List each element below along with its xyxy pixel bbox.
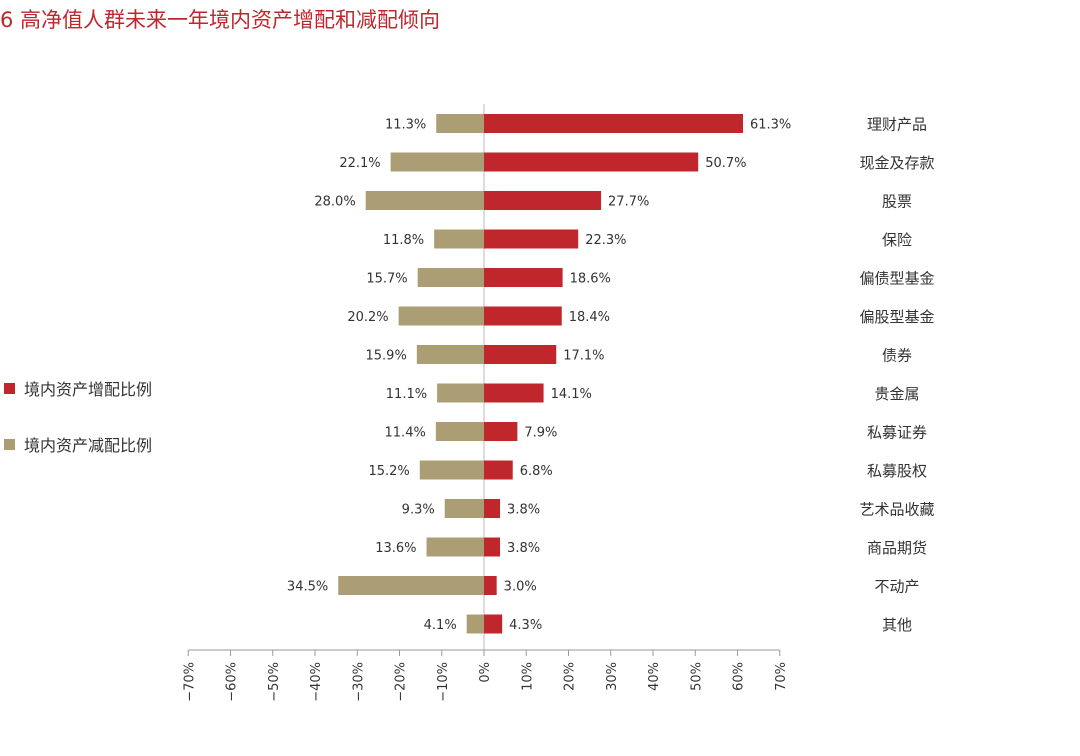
bar-label-increase: 22.3% [585, 233, 626, 248]
bar-decrease [426, 537, 484, 557]
bar-decrease [398, 306, 484, 326]
category-label: 偏债型基金 [859, 270, 934, 288]
x-tick-label: 40% [647, 662, 662, 691]
bar-label-increase: 3.8% [507, 541, 540, 556]
bar-increase [484, 191, 602, 210]
bar-label-increase: 3.0% [504, 580, 537, 595]
bar-increase [484, 229, 579, 249]
bar-label-decrease: 15.2% [368, 464, 409, 479]
x-tick-label: 20% [563, 662, 578, 691]
x-tick-label: −40% [309, 662, 324, 702]
bar-decrease [437, 383, 484, 403]
x-tick-label: −30% [351, 662, 366, 702]
bar-label-decrease: 11.1% [386, 387, 427, 402]
bar-label-increase: 17.1% [563, 349, 604, 364]
category-label: 债券 [882, 347, 912, 365]
bar-label-decrease: 28.0% [314, 195, 355, 210]
bar-increase [484, 460, 513, 480]
x-tick-label: −70% [182, 662, 197, 702]
bar-decrease [416, 345, 484, 364]
bar-decrease [466, 614, 484, 634]
bar-increase [484, 306, 562, 326]
x-tick-label: 70% [774, 662, 789, 691]
x-tick-label: 10% [520, 662, 535, 691]
category-label: 保险 [882, 231, 912, 249]
bar-increase [484, 383, 544, 403]
bar-label-increase: 4.3% [509, 618, 542, 633]
bar-decrease [434, 229, 484, 249]
x-tick-label: −50% [267, 662, 282, 702]
category-label: 艺术品收藏 [859, 501, 934, 519]
category-label: 贵金属 [874, 385, 919, 403]
legend-label-increase: 境内资产增配比例 [24, 380, 153, 399]
bar-label-increase: 61.3% [750, 118, 791, 133]
bar-label-decrease: 22.1% [339, 156, 380, 171]
bar-decrease [390, 152, 484, 172]
bar-label-increase: 27.7% [608, 195, 649, 210]
bar-label-increase: 6.8% [520, 464, 553, 479]
chart-title: 6 高净值人群未来一年境内资产增配和减配倾向 [0, 8, 441, 32]
bar-label-decrease: 4.1% [424, 618, 457, 633]
x-tick-label: 30% [605, 662, 620, 691]
bar-label-decrease: 9.3% [402, 503, 435, 518]
bar-decrease [444, 499, 484, 518]
category-label: 其他 [882, 616, 912, 634]
legend-swatch-decrease [4, 438, 15, 450]
x-tick-label: −20% [394, 662, 409, 702]
bar-label-decrease: 20.2% [347, 310, 388, 325]
legend-item-decrease: 境内资产减配比例 [4, 430, 152, 458]
x-tick-label: 0% [478, 662, 493, 683]
legend-item-increase: 境内资产增配比例 [4, 374, 152, 402]
legend-swatch-increase [4, 382, 15, 394]
bar-increase [484, 499, 501, 518]
bar-label-decrease: 11.3% [385, 118, 426, 133]
bar-increase [484, 537, 501, 557]
category-label: 偏股型基金 [859, 308, 934, 326]
category-label: 商品期货 [867, 539, 927, 557]
bar-decrease [419, 460, 484, 480]
bar-label-decrease: 11.8% [383, 233, 424, 248]
bar-increase [484, 422, 518, 441]
bar-decrease [436, 114, 484, 133]
bar-label-increase: 18.4% [569, 310, 610, 325]
bar-label-increase: 18.6% [570, 272, 611, 287]
category-label: 私募证券 [867, 424, 927, 442]
bar-decrease [435, 422, 484, 441]
bar-increase [484, 345, 557, 364]
bar-label-increase: 14.1% [551, 387, 592, 402]
x-tick-label: −10% [436, 662, 451, 702]
bar-label-decrease: 15.7% [366, 272, 407, 287]
bar-decrease [417, 268, 484, 287]
bar-decrease [338, 576, 484, 595]
bar-increase [484, 114, 743, 133]
bar-label-increase: 50.7% [705, 156, 746, 171]
bar-decrease [365, 191, 484, 210]
bar-increase [484, 576, 497, 595]
category-label: 理财产品 [867, 116, 927, 134]
x-tick-label: −60% [225, 662, 240, 702]
category-label: 不动产 [874, 578, 919, 596]
bar-label-decrease: 13.6% [375, 541, 416, 556]
legend: 境内资产增配比例 境内资产减配比例 [4, 374, 152, 486]
bar-increase [484, 268, 563, 287]
x-tick-label: 50% [689, 662, 704, 691]
bar-label-decrease: 11.4% [385, 426, 426, 441]
bar-increase [484, 152, 699, 172]
bar-label-decrease: 15.9% [366, 349, 407, 364]
category-label: 现金及存款 [859, 154, 934, 172]
bar-label-increase: 7.9% [524, 426, 557, 441]
category-label: 私募股权 [867, 462, 927, 480]
bar-increase [484, 614, 503, 634]
x-tick-label: 60% [732, 662, 747, 691]
bar-label-increase: 3.8% [507, 503, 540, 518]
bar-label-decrease: 34.5% [287, 580, 328, 595]
legend-label-decrease: 境内资产减配比例 [24, 436, 153, 455]
category-label: 股票 [882, 193, 912, 211]
